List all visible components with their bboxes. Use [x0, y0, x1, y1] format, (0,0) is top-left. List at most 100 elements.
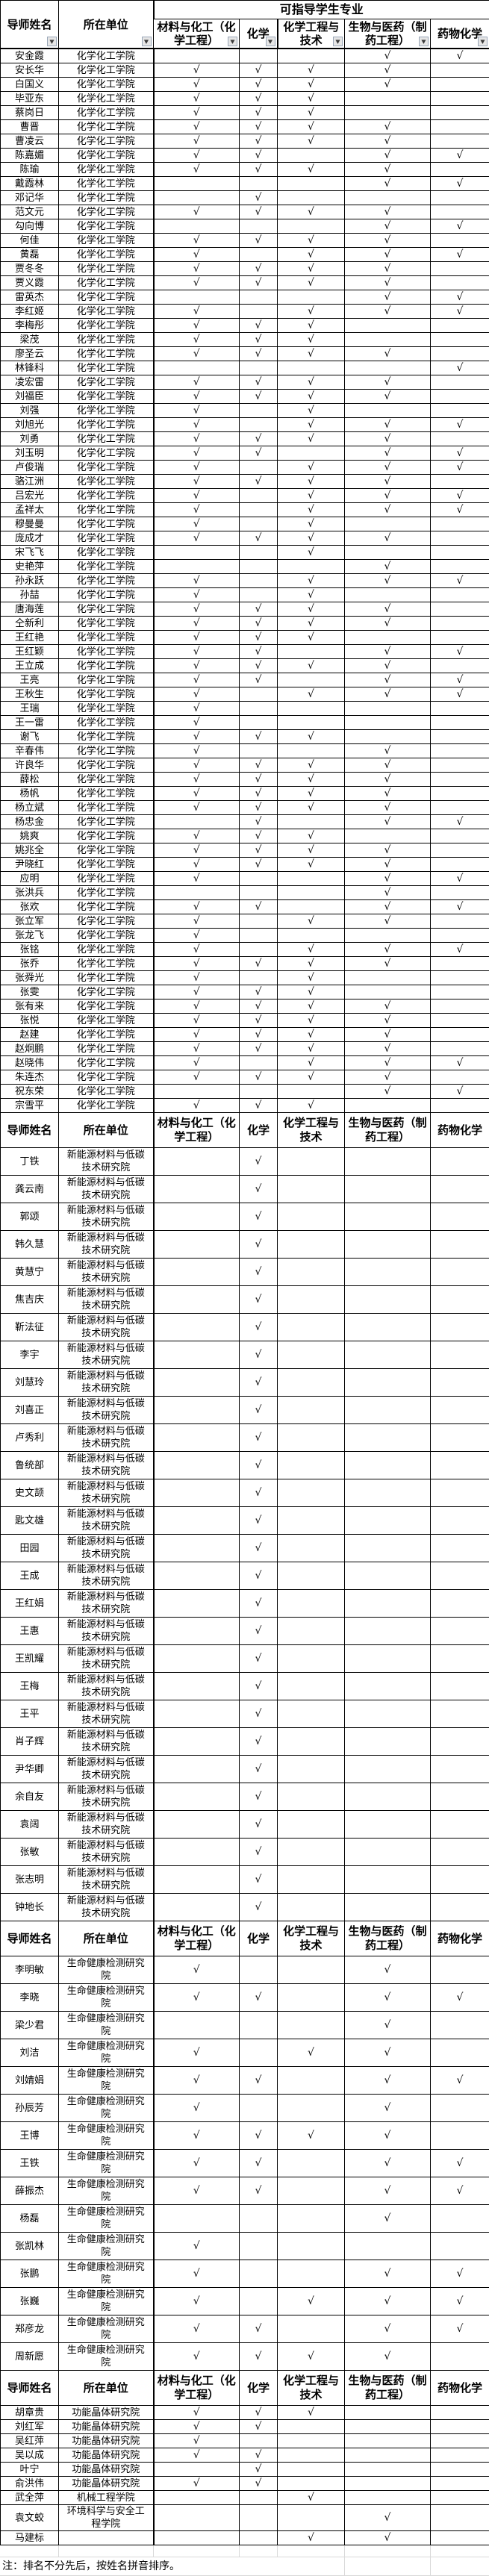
- check-cell[interactable]: √: [240, 858, 278, 872]
- check-cell[interactable]: √: [345, 276, 431, 290]
- repeated-header-specialty[interactable]: 材料与化工（化学工程）: [154, 1921, 240, 1956]
- advisor-name-cell[interactable]: 吴以成: [1, 2448, 59, 2463]
- check-cell[interactable]: √: [345, 375, 431, 390]
- advisor-name-cell[interactable]: 刘强: [1, 404, 59, 418]
- check-cell[interactable]: √: [431, 446, 489, 461]
- check-cell[interactable]: √: [278, 1014, 345, 1028]
- advisor-name-cell[interactable]: 何佳: [1, 234, 59, 248]
- advisor-name-cell[interactable]: 穆曼曼: [1, 517, 59, 531]
- unit-cell[interactable]: 化学化工学院: [59, 248, 154, 262]
- advisor-name-cell[interactable]: 王秋生: [1, 687, 59, 702]
- check-cell[interactable]: [431, 1811, 489, 1839]
- unit-cell[interactable]: 化学化工学院: [59, 574, 154, 588]
- check-cell[interactable]: √: [154, 1014, 240, 1028]
- advisor-name-cell[interactable]: 黄慧宁: [1, 1259, 59, 1286]
- check-cell[interactable]: [154, 1397, 240, 1424]
- check-cell[interactable]: [278, 446, 345, 461]
- check-cell[interactable]: [431, 999, 489, 1014]
- check-cell[interactable]: [154, 1341, 240, 1369]
- check-cell[interactable]: √: [278, 758, 345, 773]
- unit-cell[interactable]: 化学化工学院: [59, 205, 154, 219]
- check-cell[interactable]: [345, 546, 431, 560]
- advisor-name-cell[interactable]: 王红娟: [1, 1590, 59, 1618]
- check-cell[interactable]: √: [431, 943, 489, 957]
- unit-cell[interactable]: [59, 2531, 154, 2545]
- check-cell[interactable]: [278, 2067, 345, 2095]
- advisor-name-cell[interactable]: 王博: [1, 2122, 59, 2150]
- check-cell[interactable]: [154, 1811, 240, 1839]
- check-cell[interactable]: √: [154, 588, 240, 602]
- check-cell[interactable]: √: [240, 1673, 278, 1700]
- check-cell[interactable]: [431, 801, 489, 815]
- advisor-name-cell[interactable]: 张铭: [1, 943, 59, 957]
- advisor-name-cell[interactable]: 张雯: [1, 985, 59, 999]
- check-cell[interactable]: [431, 531, 489, 546]
- check-cell[interactable]: √: [240, 957, 278, 971]
- check-cell[interactable]: √: [345, 120, 431, 134]
- check-cell[interactable]: √: [345, 886, 431, 900]
- check-cell[interactable]: [345, 2233, 431, 2260]
- check-cell[interactable]: [154, 1839, 240, 1866]
- unit-cell[interactable]: 化学化工学院: [59, 1099, 154, 1113]
- check-cell[interactable]: [345, 191, 431, 205]
- check-cell[interactable]: √: [345, 163, 431, 177]
- check-cell[interactable]: [431, 1397, 489, 1424]
- unit-cell[interactable]: 新能源材料与低碳技术研究院: [59, 1700, 154, 1728]
- check-cell[interactable]: √: [240, 375, 278, 390]
- check-cell[interactable]: [431, 2233, 489, 2260]
- check-cell[interactable]: √: [345, 645, 431, 659]
- check-cell[interactable]: [240, 560, 278, 574]
- check-cell[interactable]: √: [345, 149, 431, 163]
- check-cell[interactable]: [431, 2343, 489, 2371]
- check-cell[interactable]: √: [278, 333, 345, 347]
- check-cell[interactable]: [345, 1783, 431, 1811]
- check-cell[interactable]: [345, 1728, 431, 1756]
- filter-button-specialty[interactable]: ▼: [266, 37, 275, 46]
- check-cell[interactable]: √: [278, 305, 345, 319]
- check-cell[interactable]: √: [345, 2150, 431, 2177]
- check-cell[interactable]: √: [278, 943, 345, 957]
- check-cell[interactable]: [345, 1811, 431, 1839]
- unit-cell[interactable]: 化学化工学院: [59, 390, 154, 404]
- advisor-name-cell[interactable]: 姚兆全: [1, 843, 59, 858]
- unit-cell[interactable]: 化学化工学院: [59, 418, 154, 432]
- check-cell[interactable]: [278, 2448, 345, 2463]
- repeated-header-advisor-name[interactable]: 导师姓名: [1, 2371, 59, 2406]
- advisor-name-cell[interactable]: 周新愿: [1, 2343, 59, 2371]
- check-cell[interactable]: √: [278, 2406, 345, 2420]
- advisor-name-cell[interactable]: 李宇: [1, 1341, 59, 1369]
- check-cell[interactable]: [345, 1507, 431, 1535]
- check-cell[interactable]: √: [154, 1042, 240, 1056]
- unit-cell[interactable]: 化学化工学院: [59, 645, 154, 659]
- header-specialty[interactable]: 药物化学▼: [431, 19, 489, 49]
- check-cell[interactable]: [278, 1673, 345, 1700]
- check-cell[interactable]: √: [154, 985, 240, 999]
- advisor-name-cell[interactable]: 匙文雄: [1, 1507, 59, 1535]
- check-cell[interactable]: √: [240, 1452, 278, 1479]
- unit-cell[interactable]: 新能源材料与低碳技术研究院: [59, 1839, 154, 1866]
- check-cell[interactable]: √: [240, 120, 278, 134]
- check-cell[interactable]: √: [278, 1028, 345, 1042]
- check-cell[interactable]: [431, 1535, 489, 1562]
- unit-cell[interactable]: 新能源材料与低碳技术研究院: [59, 1452, 154, 1479]
- check-cell[interactable]: √: [345, 531, 431, 546]
- check-cell[interactable]: √: [154, 2343, 240, 2371]
- check-cell[interactable]: √: [345, 999, 431, 1014]
- check-cell[interactable]: [431, 1756, 489, 1783]
- check-cell[interactable]: [278, 1314, 345, 1341]
- unit-cell[interactable]: 新能源材料与低碳技术研究院: [59, 1341, 154, 1369]
- unit-cell[interactable]: 化学化工学院: [59, 617, 154, 631]
- check-cell[interactable]: [431, 432, 489, 446]
- check-cell[interactable]: [240, 361, 278, 375]
- advisor-name-cell[interactable]: 雷英杰: [1, 290, 59, 305]
- unit-cell[interactable]: 生命健康检测研究院: [59, 2122, 154, 2150]
- check-cell[interactable]: [431, 390, 489, 404]
- check-cell[interactable]: √: [240, 333, 278, 347]
- check-cell[interactable]: √: [278, 432, 345, 446]
- check-cell[interactable]: [240, 305, 278, 319]
- unit-cell[interactable]: 化学化工学院: [59, 744, 154, 758]
- advisor-name-cell[interactable]: 张有来: [1, 999, 59, 1014]
- check-cell[interactable]: [345, 517, 431, 531]
- filter-button-name[interactable]: ▼: [47, 37, 57, 46]
- check-cell[interactable]: √: [431, 489, 489, 503]
